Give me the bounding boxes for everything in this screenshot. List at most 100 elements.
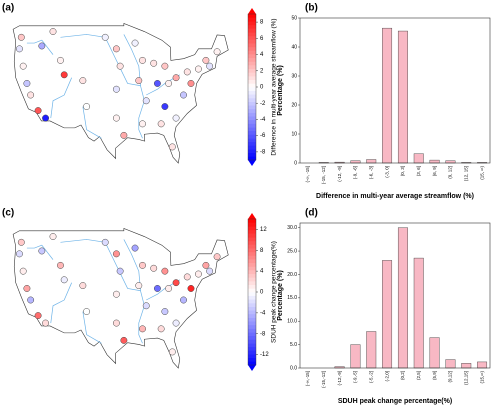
colorbar-tick-label: 8 — [260, 20, 264, 26]
bar — [350, 344, 361, 369]
station — [23, 80, 31, 87]
bar — [366, 159, 377, 164]
colorbar-cell — [248, 361, 256, 366]
colorbar-cell — [248, 87, 256, 91]
x-tick-label: (-9,-5] — [353, 371, 358, 383]
station — [153, 80, 161, 87]
station — [83, 103, 91, 110]
x-tick-label: (-2,0] — [384, 371, 389, 382]
colorbar-cell — [248, 68, 256, 73]
colorbar-cell — [248, 17, 256, 22]
station — [101, 33, 109, 41]
colorbar-tick-label: -4 — [260, 310, 266, 316]
station — [60, 71, 68, 79]
y-axis-label: Percentage (%) — [277, 65, 284, 116]
colorbar-cell — [248, 145, 256, 150]
station — [172, 114, 180, 122]
x-tick-label: (15, ∞) — [479, 166, 484, 180]
station — [194, 270, 202, 278]
station — [139, 325, 146, 333]
colorbar-tick-label: 4 — [260, 52, 264, 58]
colorbar-cell — [248, 317, 256, 322]
x-tick-label: (-5,-2] — [368, 371, 373, 383]
colorbar-cell — [248, 281, 256, 285]
colorbar-cell — [248, 237, 256, 242]
bar — [461, 363, 472, 369]
station — [27, 296, 35, 304]
colorbar-cell — [248, 130, 256, 135]
x-tick-label: (9, 12] — [448, 166, 453, 179]
colorbar-cell — [248, 321, 256, 326]
station — [57, 56, 64, 64]
y-tick-label: 15.0 — [287, 295, 297, 301]
station — [202, 56, 210, 64]
x-tick-label: (-3, 0] — [384, 166, 389, 178]
colorbar-cell — [248, 302, 256, 307]
colorbar-cell — [248, 108, 256, 113]
station — [206, 62, 214, 70]
river — [50, 282, 72, 324]
colorbar-tick-label: 0 — [260, 290, 264, 296]
station — [112, 290, 120, 298]
x-tick-label: (-12, -9] — [337, 166, 342, 182]
station — [153, 285, 161, 292]
bar — [413, 257, 424, 369]
colorbar-cell — [248, 39, 256, 44]
y-tick-label: 20 — [291, 102, 297, 108]
x-tick-label: (-12,-9] — [337, 371, 342, 386]
station — [168, 143, 176, 151]
y-tick-label: 20.0 — [287, 272, 297, 278]
x-tick-label: (-15,-12] — [321, 371, 326, 388]
y-tick-label: 0.0 — [290, 365, 297, 371]
colorbar-cell — [248, 14, 256, 18]
panel-label: (b) — [305, 3, 318, 14]
x-tick-label: (12, 15] — [463, 166, 468, 181]
colorbar-tick-label: -8 — [260, 149, 266, 155]
colorbar-cell — [248, 288, 256, 293]
station — [139, 56, 146, 64]
colorbar-cell — [248, 343, 256, 348]
colorbar-cell — [248, 324, 256, 329]
colorbar-tick-label: 4 — [260, 269, 264, 275]
station — [161, 62, 169, 70]
colorbar-cell — [248, 32, 256, 37]
x-tick-label: (5,9] — [432, 371, 437, 380]
bar — [429, 337, 440, 369]
station — [213, 253, 221, 261]
river — [60, 34, 141, 87]
river — [123, 239, 145, 344]
station — [19, 62, 27, 70]
colorbar-cell — [248, 97, 256, 102]
river — [82, 311, 102, 344]
y-axis-label: Percentage (%) — [277, 270, 284, 321]
y-tick-label: 10 — [291, 131, 297, 137]
river — [50, 77, 72, 119]
station — [23, 285, 31, 292]
station — [157, 325, 165, 333]
station — [112, 45, 120, 53]
station — [27, 91, 35, 99]
colorbar-cell — [248, 219, 256, 223]
colorbar-extend-bottom — [248, 160, 256, 166]
colorbar-tick-label: -12 — [260, 352, 269, 358]
station — [16, 250, 23, 258]
station — [17, 238, 25, 246]
colorbar-cell — [248, 119, 256, 124]
colorbar-cell — [248, 248, 256, 253]
colorbar-cell — [248, 335, 256, 340]
river — [146, 74, 180, 96]
colorbar-cell — [248, 50, 256, 55]
station — [120, 131, 128, 139]
river — [60, 239, 141, 292]
colorbar-cell — [248, 156, 256, 161]
x-axis-label: Difference in multi-year average streamf… — [316, 193, 474, 200]
us-outline — [12, 228, 229, 369]
colorbar-tick-label: 6 — [260, 36, 264, 42]
colorbar-cell — [248, 43, 256, 48]
colorbar-label: Difference in multi-year average streamf… — [271, 18, 278, 155]
colorbar-cell — [248, 79, 256, 84]
colorbar-cell — [248, 116, 256, 121]
colorbar-cell — [248, 354, 256, 358]
station — [38, 42, 46, 50]
colorbar-cell — [248, 54, 256, 59]
